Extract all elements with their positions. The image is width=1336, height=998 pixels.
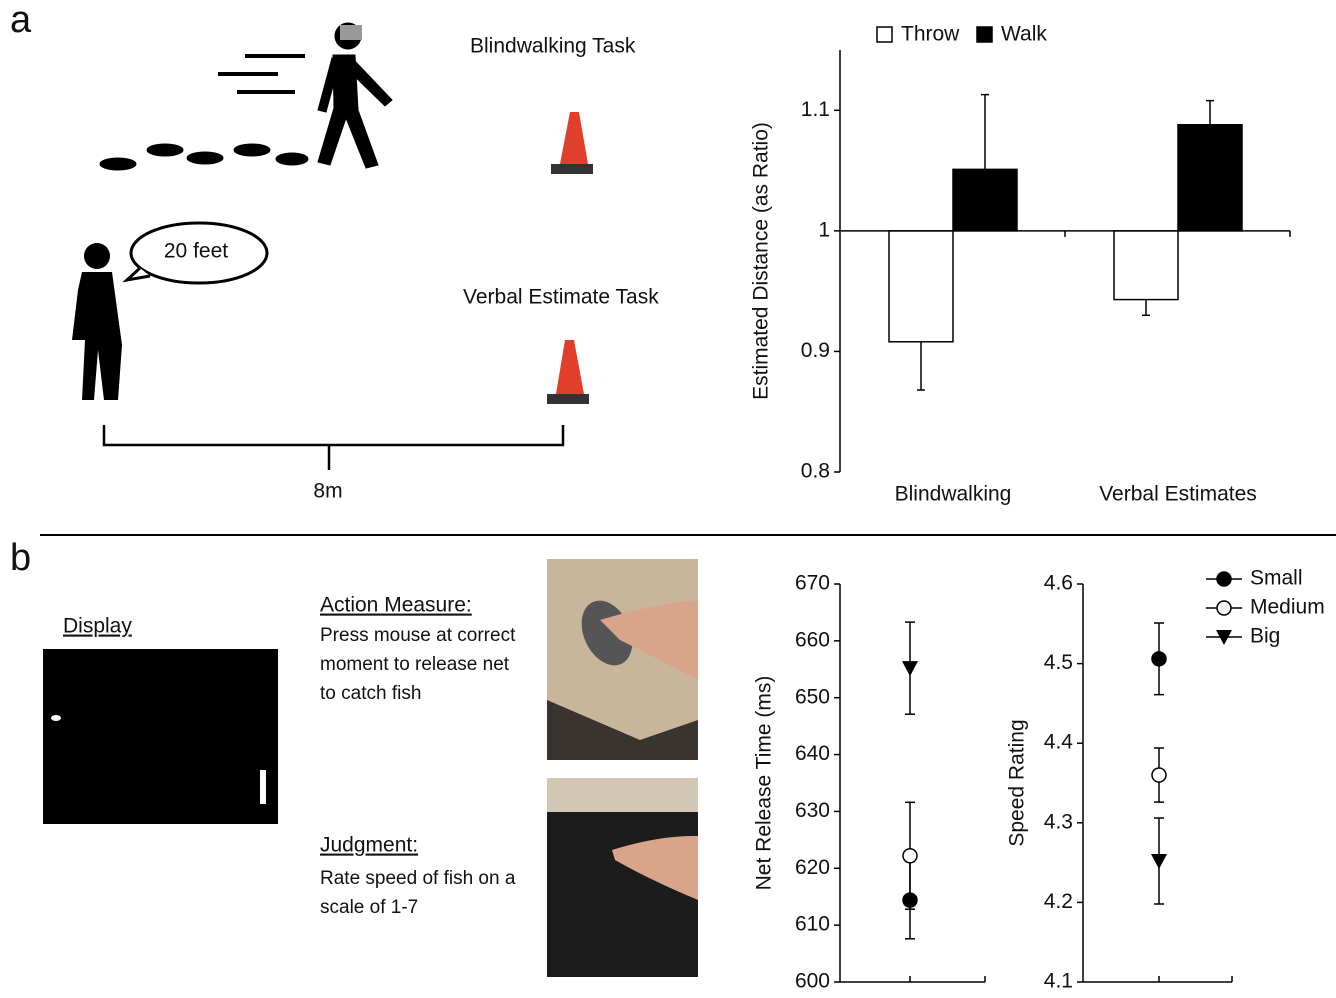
figure: a Blindwalking Task Verbal Estimate Task… [0, 0, 1336, 993]
y-tick-label: 600 [795, 970, 830, 993]
y-tick-label: 660 [795, 628, 830, 651]
legend-label: Medium [1250, 596, 1325, 619]
y-axis-label: Estimated Distance (as Ratio) [750, 122, 773, 400]
legend-marker [1217, 601, 1231, 615]
point [902, 661, 918, 676]
y-tick-label: 4.5 [1044, 651, 1073, 674]
action-text: Press mouse at correct [320, 625, 516, 646]
y-tick-label: 1.1 [801, 98, 830, 121]
y-tick-label: 610 [795, 913, 830, 936]
legend-marker [1217, 572, 1231, 586]
bar [1178, 125, 1242, 231]
keyboard-photo [547, 778, 698, 977]
y-tick-label: 4.6 [1044, 572, 1073, 595]
walker-illustration [100, 23, 392, 170]
display-screen [43, 649, 278, 824]
panel-label: a [10, 0, 32, 41]
y-axis-label: Speed Rating [1006, 719, 1029, 846]
y-tick-label: 640 [795, 742, 830, 765]
y-tick-label: 1 [818, 218, 830, 241]
x-tick-label: Blindwalking [895, 483, 1012, 506]
bar [1114, 231, 1178, 300]
cone [551, 112, 593, 174]
fish [51, 715, 61, 721]
y-axis-label: Net Release Time (ms) [753, 676, 776, 891]
cone [547, 340, 589, 404]
y-tick-label: 650 [795, 685, 830, 708]
mouse-photo [547, 559, 698, 760]
speech-text: 20 feet [164, 240, 228, 263]
y-tick-label: 4.3 [1044, 810, 1073, 833]
point [1152, 768, 1166, 782]
bar [953, 169, 1017, 230]
legend-swatch [877, 27, 892, 42]
action-text: to catch fish [320, 683, 421, 704]
x-tick-label: Verbal Estimates [1099, 483, 1257, 506]
y-tick-label: 630 [795, 799, 830, 822]
y-tick-label: 670 [795, 572, 830, 595]
judgment-title: Judgment: [320, 834, 418, 857]
point [1152, 652, 1166, 666]
legend-label: Throw [901, 23, 960, 46]
y-tick-label: 4.1 [1044, 970, 1073, 993]
net [260, 770, 266, 804]
distance-label: 8m [313, 480, 342, 503]
bar [889, 231, 953, 342]
distance-bracket [104, 425, 563, 470]
y-tick-label: 0.9 [801, 339, 830, 362]
action-text: moment to release net [320, 654, 510, 675]
legend-label: Small [1250, 567, 1303, 590]
y-tick-label: 4.4 [1044, 731, 1074, 754]
legend-label: Big [1250, 625, 1280, 648]
judgment-text: scale of 1-7 [320, 897, 418, 918]
panel-label: b [10, 537, 31, 579]
task-label: Verbal Estimate Task [463, 286, 659, 309]
point [903, 849, 917, 863]
y-tick-label: 0.8 [801, 460, 830, 483]
task-label: Blindwalking Task [470, 35, 636, 58]
y-tick-label: 620 [795, 856, 830, 879]
action-title: Action Measure: [320, 594, 472, 617]
legend-swatch [977, 27, 992, 42]
display-label: Display [63, 615, 132, 638]
legend-label: Walk [1001, 23, 1047, 46]
judgment-text: Rate speed of fish on a [320, 868, 516, 889]
point [1151, 854, 1167, 869]
y-tick-label: 4.2 [1044, 890, 1073, 913]
